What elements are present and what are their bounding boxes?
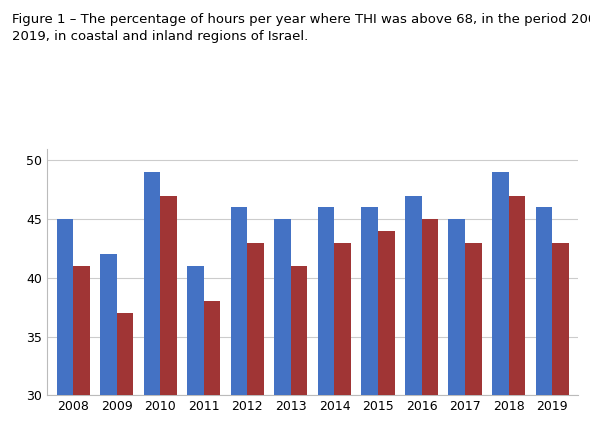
Bar — [274, 219, 291, 425]
Bar — [448, 219, 465, 425]
Bar — [536, 207, 552, 425]
Bar — [291, 266, 307, 425]
Bar — [144, 172, 160, 425]
Bar — [335, 243, 351, 425]
Text: Figure 1 – The percentage of hours per year where THI was above 68, in the perio: Figure 1 – The percentage of hours per y… — [12, 13, 590, 43]
Bar — [509, 196, 525, 425]
Bar — [318, 207, 335, 425]
Bar — [188, 266, 204, 425]
Bar — [465, 243, 481, 425]
Bar — [100, 255, 117, 425]
Bar — [552, 243, 569, 425]
Bar — [247, 243, 264, 425]
Bar — [405, 196, 421, 425]
Bar — [117, 313, 133, 425]
Bar — [73, 266, 90, 425]
Bar — [492, 172, 509, 425]
Bar — [204, 301, 221, 425]
Bar — [362, 207, 378, 425]
Bar — [378, 231, 395, 425]
Bar — [421, 219, 438, 425]
Bar — [231, 207, 247, 425]
Bar — [57, 219, 73, 425]
Bar — [160, 196, 177, 425]
